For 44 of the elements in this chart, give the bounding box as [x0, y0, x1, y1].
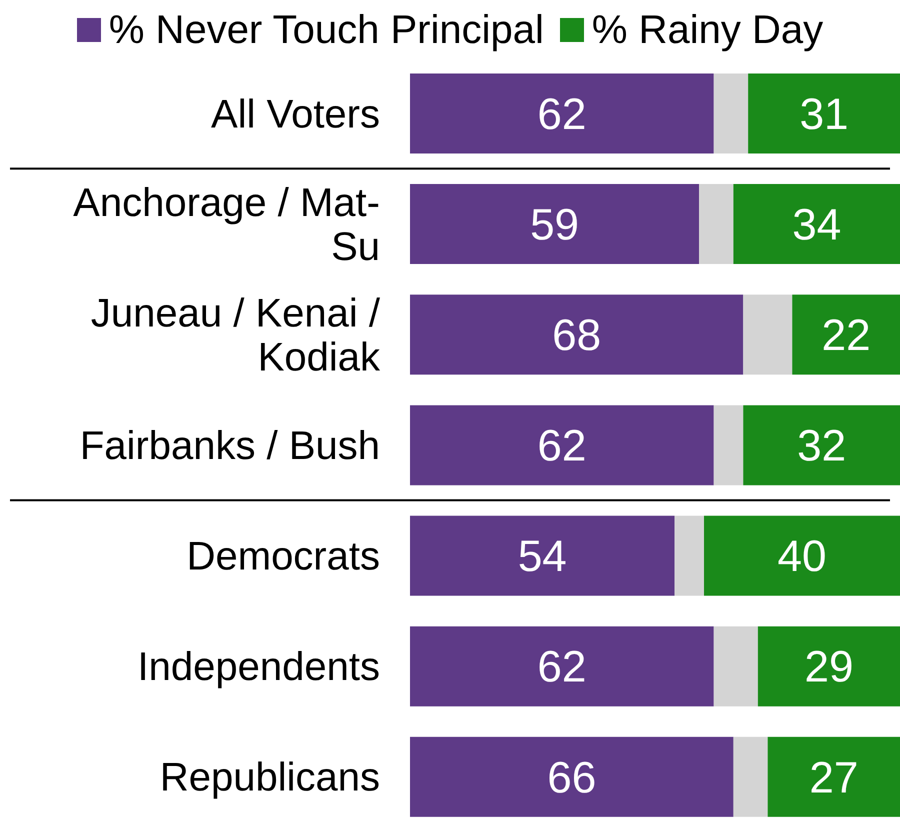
data-label: 31 — [800, 90, 849, 139]
data-label: 40 — [778, 532, 826, 582]
bar — [674, 516, 704, 596]
legend-label: % Rainy Day — [590, 7, 824, 54]
bar — [410, 294, 744, 375]
bar — [743, 405, 900, 486]
bar — [792, 294, 900, 375]
bar — [758, 626, 900, 706]
bar — [704, 516, 900, 596]
data-label: 62 — [537, 90, 586, 139]
bar — [410, 626, 714, 706]
data-label: 22 — [822, 311, 871, 360]
bar — [714, 73, 748, 154]
bar — [714, 626, 758, 706]
bar — [733, 736, 768, 817]
bar — [743, 294, 792, 375]
data-label: 62 — [537, 422, 586, 471]
bar — [714, 405, 744, 486]
data-label: 66 — [547, 753, 596, 802]
data-label: 59 — [530, 200, 580, 250]
data-label: 27 — [809, 753, 858, 802]
bar — [410, 736, 734, 817]
bar — [410, 405, 714, 486]
bar — [733, 184, 900, 264]
data-label: 32 — [797, 422, 846, 471]
y-tick-label: Anchorage / Mat-Su — [73, 180, 380, 269]
bar — [748, 73, 900, 154]
legend-label: % Never Touch Principal — [108, 7, 544, 54]
data-label: 68 — [552, 311, 602, 360]
y-tick-label: Independents — [138, 645, 380, 690]
bar — [410, 516, 675, 596]
y-tick-label: Republicans — [160, 756, 380, 800]
bar — [410, 184, 700, 264]
bar — [410, 73, 714, 154]
y-tick-label: Juneau / Kenai / Kodiak — [90, 291, 381, 380]
bar — [699, 184, 734, 264]
bar — [768, 736, 900, 817]
data-label: 29 — [804, 642, 854, 692]
data-label: 54 — [518, 532, 567, 582]
y-tick-label: All Voters — [211, 92, 380, 136]
y-tick-label: Democrats — [186, 534, 380, 579]
data-label: 62 — [537, 642, 586, 692]
y-tick-label: Fairbanks / Bush — [80, 424, 380, 468]
data-label: 34 — [792, 200, 842, 250]
